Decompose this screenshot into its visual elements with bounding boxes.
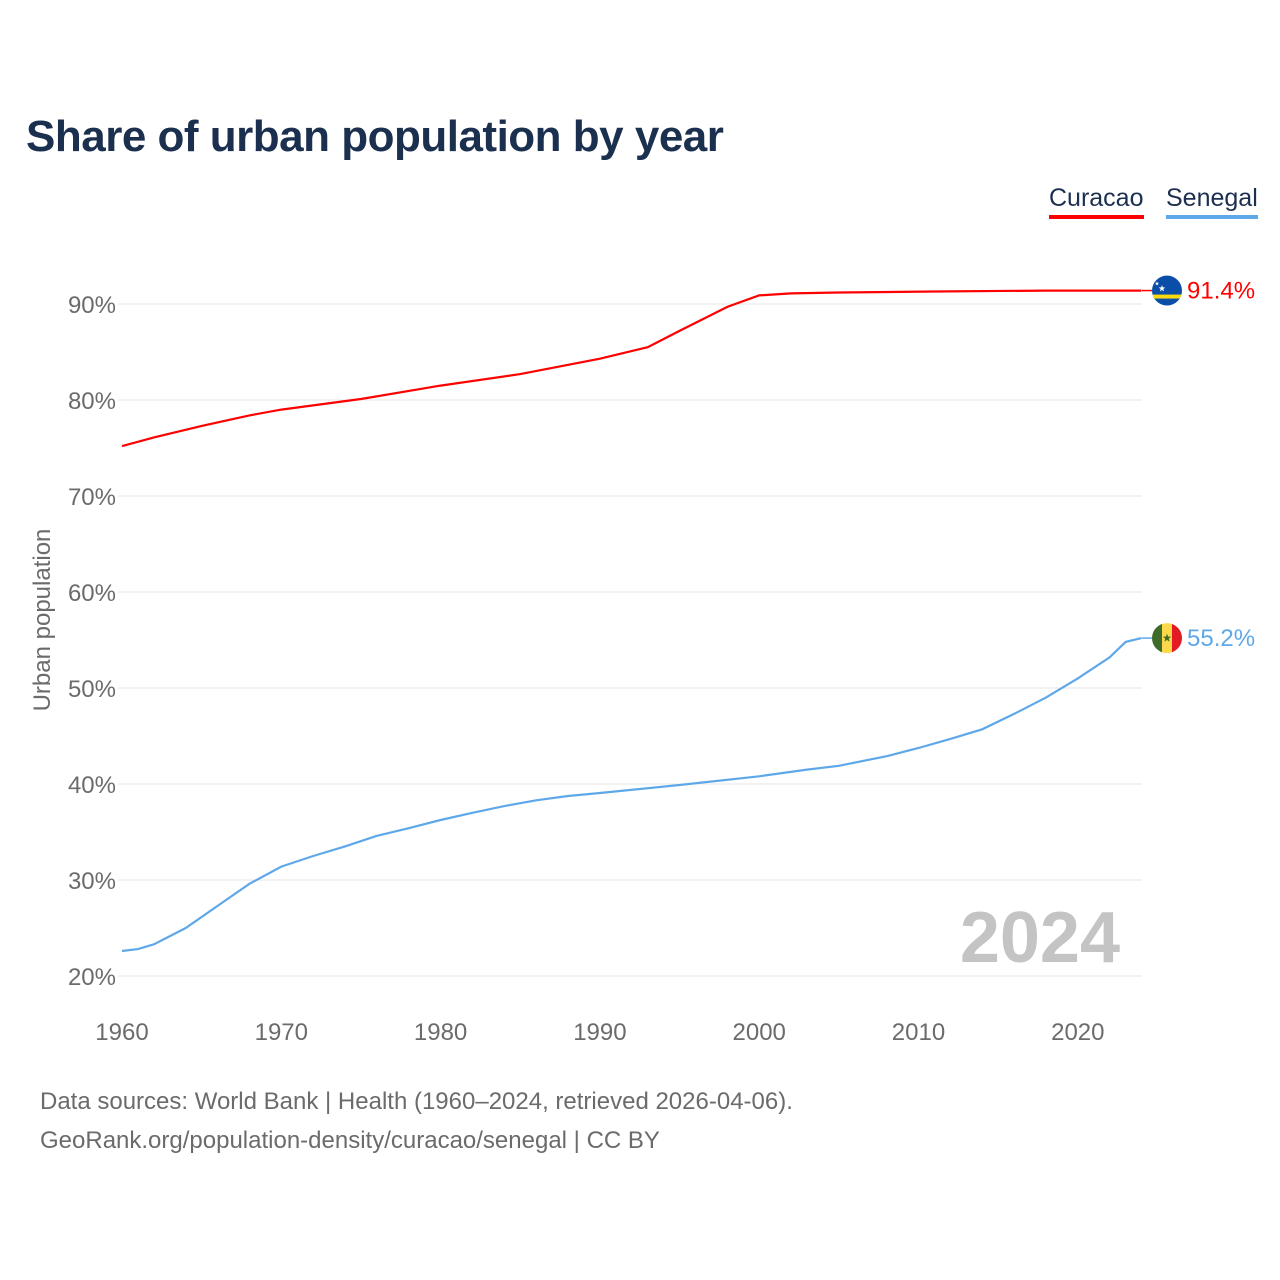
y-tick-label: 60% bbox=[68, 580, 116, 607]
flag-red bbox=[1172, 623, 1182, 654]
flag-stripe bbox=[1152, 294, 1182, 299]
y-tick-label: 50% bbox=[68, 676, 116, 703]
x-tick-label: 2010 bbox=[892, 1019, 945, 1046]
y-tick-label: 80% bbox=[68, 388, 116, 415]
x-tick-label: 1960 bbox=[95, 1019, 148, 1046]
line-chart: 20% 30% 40% 50% 60% 70% 80% 90% 1960 1970 1980 1990… bbox=[29, 275, 1255, 1046]
y-tick-label: 40% bbox=[68, 772, 116, 799]
year-watermark: 2024 bbox=[960, 898, 1120, 978]
y-axis-label: Urban population bbox=[29, 529, 56, 712]
flag-star-icon bbox=[1162, 633, 1172, 642]
flag-green bbox=[1152, 623, 1162, 654]
flag-body bbox=[1152, 275, 1182, 306]
series-line-curacao bbox=[121, 289, 1142, 448]
y-tick-label: 30% bbox=[68, 868, 116, 895]
x-tick-label: 1990 bbox=[573, 1019, 626, 1046]
flag-field bbox=[1152, 275, 1182, 306]
end-value-label: 91.4% bbox=[1187, 278, 1255, 305]
end-value-label: 55.2% bbox=[1187, 625, 1255, 652]
flag-senegal-icon bbox=[1152, 623, 1182, 654]
legend-item-curacao[interactable]: Curacao bbox=[1049, 184, 1144, 219]
x-tick-label: 1970 bbox=[255, 1019, 308, 1046]
flag-body bbox=[1152, 623, 1182, 654]
source-link[interactable]: GeoRank.org/population-density/curacao/s… bbox=[40, 1127, 660, 1154]
legend-item-senegal[interactable]: Senegal bbox=[1166, 184, 1258, 219]
y-tick-label: 70% bbox=[68, 484, 116, 511]
x-tick-label: 1980 bbox=[414, 1019, 467, 1046]
x-tick-label: 2000 bbox=[733, 1019, 786, 1046]
source-note: Data sources: World Bank | Health (1960–… bbox=[40, 1088, 793, 1115]
flag-curacao-icon bbox=[1152, 275, 1182, 306]
y-tick-label: 90% bbox=[68, 292, 116, 319]
y-tick-label: 20% bbox=[68, 964, 116, 991]
x-tick-label: 2020 bbox=[1051, 1019, 1104, 1046]
chart-title: Share of urban population by year bbox=[26, 112, 724, 161]
flag-star-icon bbox=[1154, 281, 1160, 286]
series-line-senegal bbox=[121, 637, 1142, 953]
flag-star-icon bbox=[1158, 285, 1166, 292]
